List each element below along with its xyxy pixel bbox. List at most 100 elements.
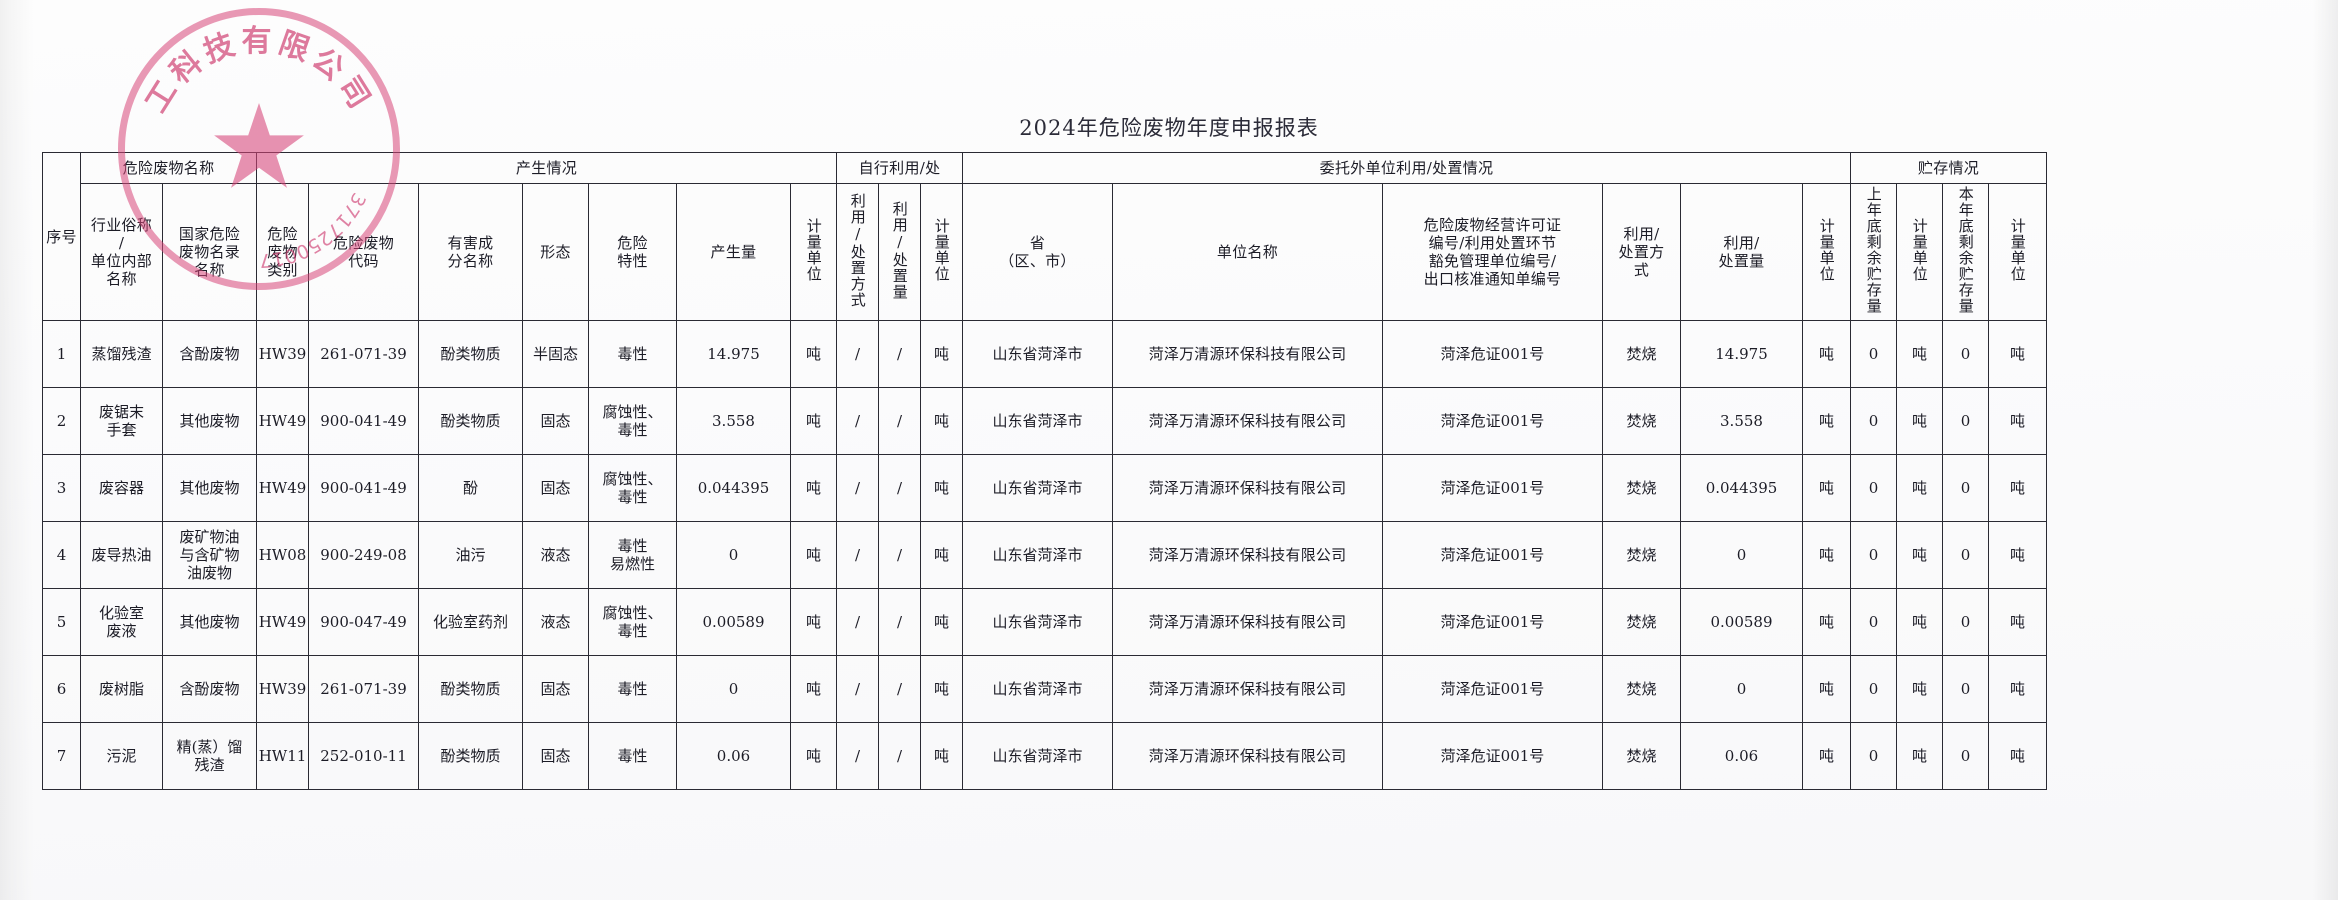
col-header-common-name: 行业俗称 / 单位内部 名称 xyxy=(80,182,163,322)
cell-form: 固态 xyxy=(522,454,589,523)
table-body: 1 蒸馏残渣 含酚废物 HW39 261-071-39 酚类物质 半固态 毒性 14.975 吨 /… xyxy=(42,320,2047,791)
cell-common-name: 化验室 废液 xyxy=(80,588,163,657)
cell-province: 山东省菏泽市 xyxy=(962,387,1113,456)
cell-permit-no: 菏泽危证001号 xyxy=(1382,521,1603,590)
col-header-form-label: 形态 xyxy=(540,243,571,261)
cell-waste-class: HW39 xyxy=(256,655,309,724)
cell-amount: 0.00589 xyxy=(676,588,791,657)
cell-permit-no: 菏泽危证001号 xyxy=(1382,722,1603,791)
col-header-catalog-name: 国家危险 废物名录 名称 xyxy=(162,182,257,322)
cell-self-amount: / xyxy=(878,320,921,389)
cell-catalog-name: 废矿物油 与含矿物 油废物 xyxy=(162,521,257,590)
cell-waste-code: 261-071-39 xyxy=(308,320,419,389)
cell-province: 山东省菏泽市 xyxy=(962,454,1113,523)
cell-ext-method: 焚烧 xyxy=(1602,387,1681,456)
cell-ext-amount: 0.06 xyxy=(1680,722,1803,791)
col-header-hazard-l1: 危险 xyxy=(617,233,648,252)
col-header-unit-name: 单位名称 xyxy=(1112,182,1383,322)
col-header-common-name-l1: 行业俗称 xyxy=(90,215,153,234)
cell-seq: 4 xyxy=(42,521,81,590)
cell-unit1: 吨 xyxy=(790,655,837,724)
col-header-ext-method-l1: 利用/ xyxy=(1623,224,1660,243)
cell-harmful: 酚类物质 xyxy=(418,722,523,791)
cell-hazard: 腐蚀性、 毒性 xyxy=(588,588,677,657)
table-group-header-row: 序号 危险废物名称 产生情况 自行利用/处 委托外单位利用/处置情况 贮存情况 xyxy=(42,151,2047,322)
col-header-province-l2: （区、市） xyxy=(999,252,1076,271)
cell-self-amount: / xyxy=(878,521,921,590)
cell-unit-name: 菏泽万清源环保科技有限公司 xyxy=(1112,655,1383,724)
col-header-code-l1: 危险废物 xyxy=(332,233,395,252)
cell-this-year: 0 xyxy=(1942,722,1989,791)
col-header-self-amount-label: 利用/处置量 xyxy=(890,200,909,300)
col-header-ext-amount: 利用/ 处置量 xyxy=(1680,182,1803,322)
col-header-permit-no: 危险废物经营许可证 编号/利用处置环节 豁免管理单位编号/ 出口核准通知单编号 xyxy=(1382,182,1603,322)
cell-unit2: 吨 xyxy=(920,454,963,523)
cell-unit3: 吨 xyxy=(1802,588,1851,657)
col-header-this-year-label: 本年底剩余贮存量 xyxy=(1956,186,1975,314)
cell-ext-method: 焚烧 xyxy=(1602,655,1681,724)
cell-form: 固态 xyxy=(522,722,589,791)
col-header-unit3-label: 计量单位 xyxy=(1817,218,1836,282)
cell-form: 半固态 xyxy=(522,320,589,389)
cell-unit-name: 菏泽万清源环保科技有限公司 xyxy=(1112,454,1383,523)
cell-waste-class: HW11 xyxy=(256,722,309,791)
col-header-amount: 产生量 xyxy=(676,182,791,322)
col-header-unit5-label: 计量单位 xyxy=(2008,218,2027,282)
cell-hazard: 腐蚀性、 毒性 xyxy=(588,454,677,523)
cell-seq: 3 xyxy=(42,454,81,523)
table-row: 2 废锯末 手套 其他废物 HW49 900-041-49 酚类物质 固态 腐蚀性、 毒性 3.55… xyxy=(42,387,2047,456)
cell-catalog-name: 含酚废物 xyxy=(162,320,257,389)
cell-common-name: 废导热油 xyxy=(80,521,163,590)
col-header-unit3: 计量单位 xyxy=(1802,182,1851,322)
cell-common-name: 污泥 xyxy=(80,722,163,791)
cell-unit3: 吨 xyxy=(1802,722,1851,791)
cell-self-method: / xyxy=(836,521,879,590)
cell-last-year: 0 xyxy=(1850,588,1897,657)
cell-province: 山东省菏泽市 xyxy=(962,655,1113,724)
cell-unit-name: 菏泽万清源环保科技有限公司 xyxy=(1112,320,1383,389)
table-column-header-row: 行业俗称 / 单位内部 名称 国家危险 废物名录 名称 危险 废物 类别 危险废… xyxy=(43,182,2047,322)
cell-self-amount: / xyxy=(878,722,921,791)
cell-province: 山东省菏泽市 xyxy=(962,320,1113,389)
col-header-permit-l1: 危险废物经营许可证 xyxy=(1423,215,1562,234)
cell-unit2: 吨 xyxy=(920,387,963,456)
group-header-produce-label: 产生情况 xyxy=(515,158,578,177)
col-header-ext-method: 利用/ 处置方 式 xyxy=(1602,182,1681,322)
cell-unit-name: 菏泽万清源环保科技有限公司 xyxy=(1112,387,1383,456)
col-header-last-year-label: 上年底剩余贮存量 xyxy=(1864,186,1883,314)
col-header-self-method: 利用/处置方式 xyxy=(836,182,879,322)
col-header-hazard: 危险 特性 xyxy=(588,182,677,322)
group-header-self-use-label: 自行利用/处 xyxy=(858,158,941,177)
cell-ext-amount: 14.975 xyxy=(1680,320,1803,389)
cell-unit4: 吨 xyxy=(1896,387,1943,456)
table-row: 7 污泥 精(蒸）馏 残渣 HW11 252-010-11 酚类物质 固态 毒性 0.06 吨 / / 吨… xyxy=(42,722,2047,791)
cell-hazard: 毒性 易燃性 xyxy=(588,521,677,590)
cell-unit2: 吨 xyxy=(920,588,963,657)
col-header-hazard-l2: 特性 xyxy=(617,252,648,271)
cell-unit3: 吨 xyxy=(1802,320,1851,389)
cell-ext-amount: 0 xyxy=(1680,655,1803,724)
cell-unit1: 吨 xyxy=(790,454,837,523)
cell-unit5: 吨 xyxy=(1988,722,2047,791)
col-header-ext-amount-l1: 利用/ xyxy=(1723,233,1760,252)
cell-hazard: 腐蚀性、 毒性 xyxy=(588,387,677,456)
cell-ext-amount: 3.558 xyxy=(1680,387,1803,456)
cell-unit2: 吨 xyxy=(920,655,963,724)
cell-unit1: 吨 xyxy=(790,588,837,657)
cell-unit1: 吨 xyxy=(790,722,837,791)
cell-common-name: 废树脂 xyxy=(80,655,163,724)
cell-waste-code: 252-010-11 xyxy=(308,722,419,791)
cell-amount: 0 xyxy=(676,521,791,590)
col-header-waste-code: 危险废物 代码 xyxy=(308,182,419,322)
cell-permit-no: 菏泽危证001号 xyxy=(1382,588,1603,657)
cell-unit5: 吨 xyxy=(1988,454,2047,523)
cell-province: 山东省菏泽市 xyxy=(962,722,1113,791)
cell-catalog-name: 其他废物 xyxy=(162,387,257,456)
cell-unit-name: 菏泽万清源环保科技有限公司 xyxy=(1112,588,1383,657)
group-header-self-use: 自行利用/处 xyxy=(836,152,963,184)
cell-ext-method: 焚烧 xyxy=(1602,722,1681,791)
cell-seq: 1 xyxy=(42,320,81,389)
col-header-unit-name-label: 单位名称 xyxy=(1216,243,1279,261)
cell-permit-no: 菏泽危证001号 xyxy=(1382,655,1603,724)
col-header-unit2: 计量单位 xyxy=(920,182,963,322)
